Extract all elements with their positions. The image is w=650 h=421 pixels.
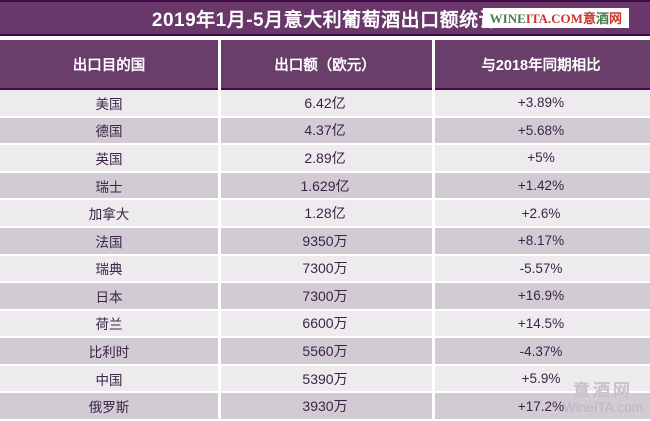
country-cell: 日本	[95, 289, 123, 305]
country-cell: 法国	[95, 234, 123, 250]
logo-text-cn1: 意	[582, 11, 596, 26]
amount-cell: 1.629亿	[300, 177, 350, 194]
country-cell: 比利时	[88, 345, 130, 361]
table-row: 瑞士 1.629亿 +1.42%	[0, 172, 650, 201]
column-header-amount: 出口额（欧元）	[274, 57, 376, 74]
page-title: 2019年1月-5月意大利葡萄酒出口额统计	[151, 9, 499, 31]
change-cell: +5%	[527, 150, 555, 166]
table-row: 英国 2.89亿 +5%	[0, 145, 650, 173]
change-cell: -5.57%	[519, 260, 563, 276]
change-cell: +17.2%	[517, 398, 565, 414]
amount-cell: 9350万	[302, 232, 348, 249]
country-cell: 美国	[95, 96, 123, 112]
amount-cell: 5390万	[302, 370, 348, 387]
change-cell: +14.5%	[517, 315, 565, 331]
table-row: 瑞典 7300万 -5.57%	[0, 255, 650, 284]
amount-cell: 4.37亿	[304, 122, 346, 139]
logo-text-cn2: 酒	[595, 11, 609, 26]
country-cell: 中国	[95, 372, 123, 388]
table-row: 日本 7300万 +16.9%	[0, 283, 650, 311]
table-header-row: 出口目的国 出口额（欧元） 与2018年同期相比	[0, 40, 650, 90]
country-cell: 荷兰	[95, 317, 123, 333]
table-row: 中国 5390万 +5.9%	[0, 365, 650, 394]
table-row: 德国 4.37亿 +5.68%	[0, 117, 650, 146]
amount-cell: 3930万	[302, 398, 348, 415]
table-row: 美国 6.42亿 +3.89%	[0, 90, 650, 118]
change-cell: +8.17%	[517, 233, 565, 249]
amount-cell: 6.42亿	[304, 94, 346, 111]
country-cell: 英国	[95, 151, 123, 167]
logo-text-cn3: 网	[608, 11, 622, 26]
country-cell: 俄罗斯	[88, 400, 130, 416]
title-bar: 2019年1月-5月意大利葡萄酒出口额统计 WINEITA.COM意酒网	[0, 0, 650, 36]
table-row: 法国 9350万 +8.17%	[0, 227, 650, 256]
change-cell: +5.68%	[517, 122, 565, 138]
logo-text-ita: ITA.COM	[525, 11, 583, 26]
change-cell: -4.37%	[519, 343, 563, 359]
column-header-country: 出口目的国	[72, 57, 146, 74]
table-row: 加拿大 1.28亿 +2.6%	[0, 200, 650, 228]
table-body: 美国 6.42亿 +3.89% 德国 4.37亿 +5.68% 英国 2.89亿…	[0, 90, 650, 421]
country-cell: 瑞典	[95, 262, 123, 278]
change-cell: +2.6%	[521, 205, 561, 221]
amount-cell: 7300万	[302, 287, 348, 304]
change-cell: +1.42%	[517, 178, 565, 194]
column-header-change: 与2018年同期相比	[481, 57, 601, 74]
amount-cell: 5560万	[302, 343, 348, 360]
country-cell: 加拿大	[88, 207, 130, 223]
column-divider-2	[432, 40, 435, 421]
country-cell: 德国	[95, 124, 123, 140]
wineita-logo: WINEITA.COM意酒网	[482, 8, 629, 28]
table-row: 比利时 5560万 -4.37%	[0, 338, 650, 366]
country-cell: 瑞士	[95, 179, 123, 195]
title-header-gap	[0, 36, 650, 40]
amount-cell: 7300万	[302, 260, 348, 277]
table-row: 俄罗斯 3930万 +17.2%	[0, 393, 650, 421]
change-cell: +16.9%	[517, 288, 565, 304]
logo-text-wine: WINE	[489, 11, 526, 26]
amount-cell: 1.28亿	[304, 205, 346, 222]
change-cell: +5.9%	[521, 371, 561, 387]
amount-cell: 6600万	[302, 315, 348, 332]
amount-cell: 2.89亿	[304, 149, 346, 166]
table-row: 荷兰 6600万 +14.5%	[0, 310, 650, 339]
change-cell: +3.89%	[517, 95, 565, 111]
column-divider-1	[218, 40, 221, 421]
